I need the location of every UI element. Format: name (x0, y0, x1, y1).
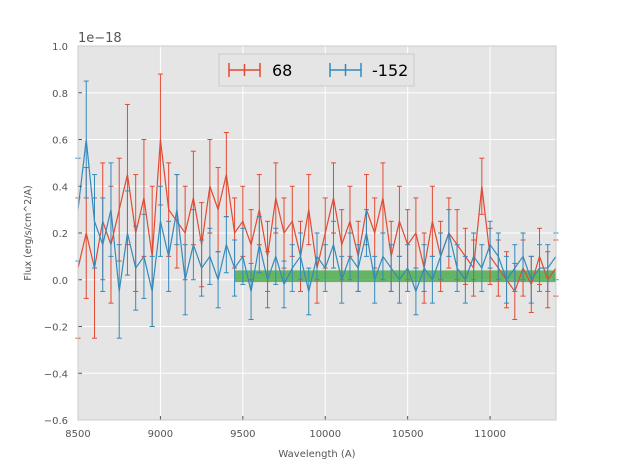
x-tick-label: 9500 (230, 429, 255, 440)
legend-entry-68: 68 (228, 61, 292, 80)
x-tick-label: 8500 (65, 429, 90, 440)
x-tick-label: 11000 (474, 429, 506, 440)
y-tick-label: −0.2 (44, 323, 68, 334)
plot-frame (77, 45, 557, 421)
series-layer (75, 73, 559, 339)
legend-label-68: 68 (272, 61, 292, 80)
scale-label: 1e−18 (78, 31, 122, 46)
legend: 68 -152 (218, 53, 415, 87)
y-tick-label: 0.4 (52, 182, 68, 193)
x-axis-label: Wavelength (A) (278, 449, 355, 460)
tick-layer: 8500 9000 9500 10000 10500 11000 1.0 0.8 0.6 0.4 0… (44, 42, 506, 440)
y-tick-label: 0.0 (52, 276, 68, 287)
y-axis-label: Flux (erg/s/cm^2/A) (23, 185, 34, 280)
series-line (77, 139, 557, 294)
x-tick-label: 9000 (148, 429, 173, 440)
y-tick-label: −0.4 (44, 369, 68, 380)
legend-label-152: -152 (372, 61, 408, 80)
x-tick-label: 10500 (392, 429, 424, 440)
y-tick-label: 0.6 (52, 136, 68, 147)
series-1 (75, 80, 559, 339)
y-tick-label: 0.2 (52, 229, 68, 240)
green-band (234, 270, 556, 283)
y-tick-label: 1.0 (52, 42, 68, 53)
band-layer (234, 270, 556, 283)
y-tick-label: 0.8 (52, 89, 68, 100)
legend-entry-152: -152 (329, 61, 408, 80)
x-tick-label: 10000 (309, 429, 341, 440)
y-tick-label: −0.6 (44, 416, 68, 427)
